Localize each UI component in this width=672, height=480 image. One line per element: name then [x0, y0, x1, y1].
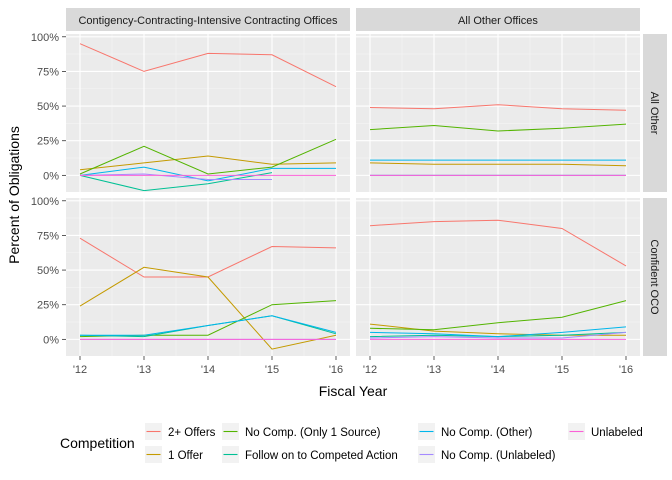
- series-line-1-offer: [79, 266, 337, 350]
- series-line-no-comp-unlabeled: [369, 331, 627, 339]
- x-tick-label: '14: [201, 364, 215, 376]
- y-tick-label: 0%: [43, 170, 59, 182]
- strip-column-2: [356, 8, 640, 31]
- y-tick-label: 25%: [37, 136, 59, 148]
- strip-row-2-label: Confident OCO: [648, 239, 660, 315]
- x-tick-label: '16: [329, 364, 343, 376]
- legend-label-no-comp-only-1-source: No Comp. (Only 1 Source): [245, 427, 381, 439]
- y-axis-title: Percent of Obligations: [6, 126, 22, 264]
- x-tick-label: '15: [265, 364, 279, 376]
- series-line-no-comp-other: [79, 166, 336, 182]
- strip-row-1-label: All Other: [648, 92, 660, 135]
- y-tick-label: 100%: [31, 196, 59, 208]
- series-line-no-comp-only-1-source: [369, 123, 627, 132]
- series-line-1-offer: [369, 162, 627, 167]
- series-line-no-comp-only-1-source: [79, 138, 337, 175]
- strip-row-1: [643, 34, 667, 192]
- strip-column-2-label: All Other Offices: [458, 15, 538, 27]
- x-tick-label: '12: [73, 364, 87, 376]
- series-line-1-offer: [79, 155, 337, 171]
- y-tick-label: 0%: [43, 334, 59, 346]
- series-line-no-comp-other: [80, 315, 337, 336]
- x-tick-label: '13: [427, 364, 441, 376]
- series-line-2-offers: [369, 104, 627, 111]
- series-lines: [79, 43, 627, 350]
- x-tick-label: '16: [619, 364, 633, 376]
- series-line-2-offers: [369, 219, 627, 267]
- y-tick-label: 100%: [31, 32, 59, 44]
- legend-label-2-offers: 2+ Offers: [168, 427, 216, 439]
- series-line-no-comp-unlabeled: [79, 173, 272, 180]
- legend-label-no-comp-unlabeled: No Comp. (Unlabeled): [441, 450, 556, 462]
- y-tick-label: 50%: [37, 265, 59, 277]
- x-tick-label: '13: [137, 364, 151, 376]
- series-line-2-offers: [79, 43, 337, 88]
- y-tick-label: 75%: [37, 230, 59, 242]
- series-line-no-comp-only-1-source: [369, 300, 627, 331]
- legend-label-1-offer: 1 Offer: [168, 450, 203, 462]
- legend-label-no-comp-other: No Comp. (Other): [441, 427, 533, 439]
- x-tick-label: '15: [555, 364, 569, 376]
- x-axis-title: Fiscal Year: [319, 383, 388, 399]
- y-tick-label: 50%: [37, 101, 59, 113]
- legend-label-unlabeled: Unlabeled: [591, 427, 643, 439]
- strip-row-2: [643, 198, 667, 356]
- y-tick-label: 75%: [37, 66, 59, 78]
- y-tick-label: 25%: [37, 300, 59, 312]
- series-line-no-comp-other: [369, 326, 627, 338]
- legend-title: Competition: [60, 435, 135, 451]
- legend: Competition 2+ Offers 1 Offer No Comp. (On…: [60, 423, 643, 463]
- series-line-follow-on-to-competed-action: [79, 172, 273, 192]
- strip-column-1: [66, 8, 350, 31]
- legend-label-follow-on-to-competed-action: Follow on to Competed Action: [245, 450, 398, 462]
- axes: 0% 25% 50% 75% 100% 0% 25% 50% 75% 100% '12 '13 '14 '…: [31, 32, 633, 376]
- x-tick-label: '14: [491, 364, 505, 376]
- strip-column-1-label: Contigency-Contracting-Intensive Contrac…: [78, 15, 338, 27]
- x-tick-label: '12: [363, 364, 377, 376]
